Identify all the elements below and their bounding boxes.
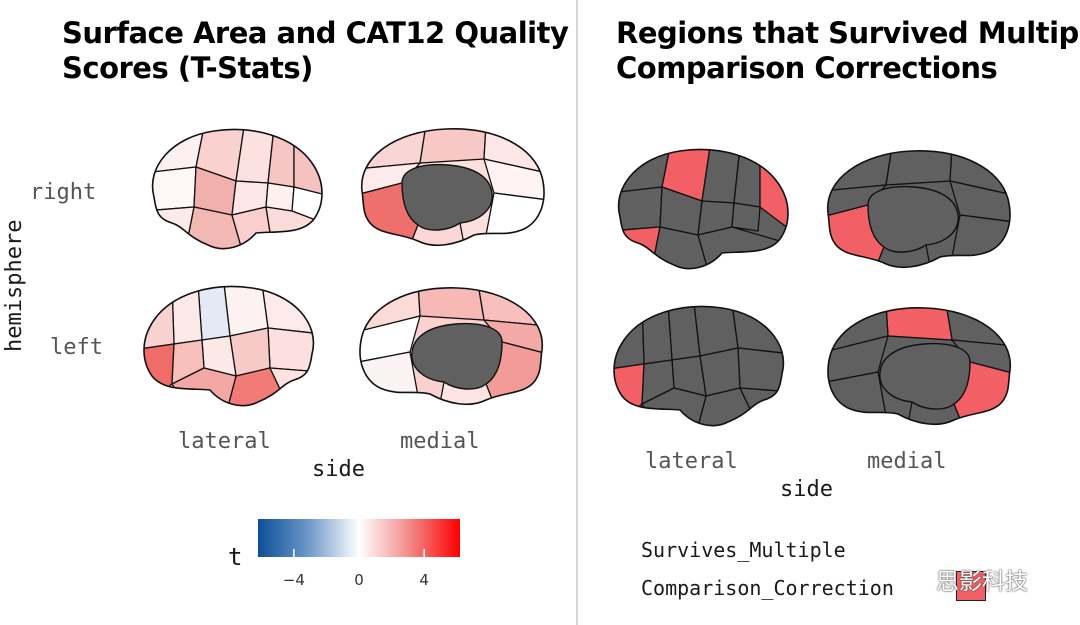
brain-left-lateral-tstat xyxy=(143,285,315,407)
colorbar-tick-label: −4 xyxy=(282,571,305,589)
right-col-label-lateral: lateral xyxy=(645,449,738,474)
left-x-axis-title: side xyxy=(312,457,365,482)
survives-legend-title-1: Survives_Multiple xyxy=(641,538,846,562)
row-label-left: left xyxy=(50,335,103,360)
brain-right-medial-tstat xyxy=(360,128,545,247)
left-col-label-lateral: lateral xyxy=(178,429,271,454)
panel-divider xyxy=(576,0,578,625)
colorbar-tick-label: 0 xyxy=(354,571,364,589)
brain-right-medial-survival xyxy=(826,150,1011,269)
brain-right-lateral-survival xyxy=(617,148,789,270)
survives-legend-swatch xyxy=(956,571,986,601)
colorbar-tick-label: 4 xyxy=(419,571,429,589)
brain-left-medial-survival xyxy=(827,307,1012,426)
left-panel-title: Surface Area and CAT12 Quality Scores (T… xyxy=(62,16,569,85)
t-legend-title: t xyxy=(228,543,243,571)
row-label-right: right xyxy=(30,180,97,205)
right-x-axis-title: side xyxy=(780,477,833,502)
t-colorbar xyxy=(258,519,460,557)
watermark-text: 思影科技 xyxy=(936,569,1028,595)
brain-left-lateral-survival xyxy=(613,305,785,427)
right-panel-title: Regions that Survived Multiple Compariso… xyxy=(616,16,1080,85)
left-col-label-medial: medial xyxy=(400,429,480,454)
brain-left-medial-tstat xyxy=(359,287,544,406)
brain-right-lateral-tstat xyxy=(151,128,323,250)
right-col-label-medial: medial xyxy=(867,449,947,474)
survives-legend-title-2: Comparison_Correction xyxy=(641,576,894,600)
